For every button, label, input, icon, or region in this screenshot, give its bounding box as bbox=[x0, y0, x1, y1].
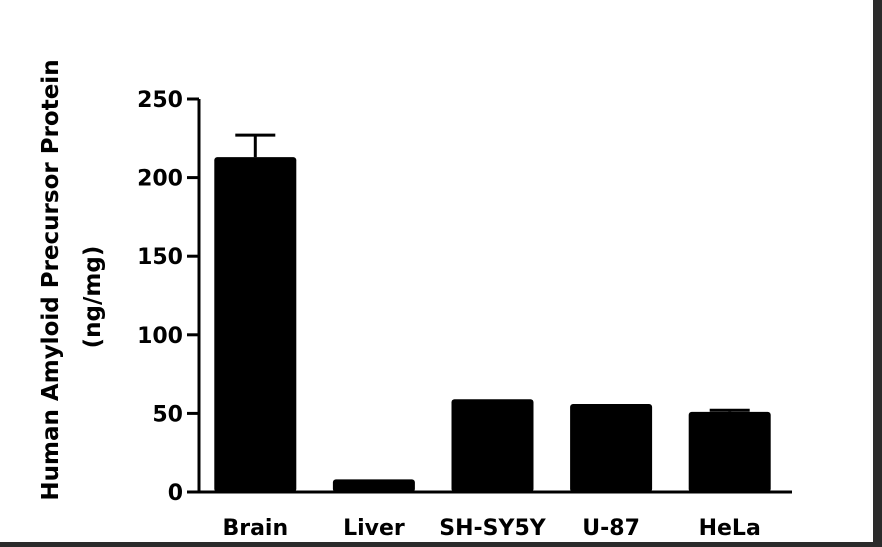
bar-brain bbox=[214, 157, 297, 492]
y-tick-label: 150 bbox=[137, 245, 183, 270]
x-tick-label: U-87 bbox=[582, 516, 640, 541]
bar-hela bbox=[688, 411, 771, 492]
y-tick-label: 250 bbox=[137, 88, 183, 113]
x-tick-label: Brain bbox=[222, 516, 288, 541]
y-axis-label: Human Amyloid Precursor Protein (ng/mg) bbox=[38, 59, 106, 500]
bars bbox=[214, 133, 771, 492]
bar-sh-sy5y bbox=[451, 399, 534, 492]
x-tick-label: Liver bbox=[343, 516, 405, 541]
x-tick-labels: Brain Liver SH-SY5Y U-87 HeLa bbox=[222, 516, 760, 541]
y-axis-label-line2: (ng/mg) bbox=[80, 246, 106, 349]
y-axis-label-line1: Human Amyloid Precursor Protein bbox=[38, 59, 64, 500]
y-tick-label: 200 bbox=[137, 167, 183, 192]
y-tick-label: 100 bbox=[137, 324, 183, 349]
bar-u-87 bbox=[570, 403, 653, 492]
y-ticks: 0 50 100 150 200 250 bbox=[137, 88, 199, 506]
y-tick-label: 50 bbox=[152, 402, 183, 427]
bar-liver bbox=[332, 479, 415, 492]
y-tick-label: 0 bbox=[168, 481, 183, 506]
x-tick-label: HeLa bbox=[699, 516, 761, 541]
x-tick-label: SH-SY5Y bbox=[439, 516, 546, 541]
